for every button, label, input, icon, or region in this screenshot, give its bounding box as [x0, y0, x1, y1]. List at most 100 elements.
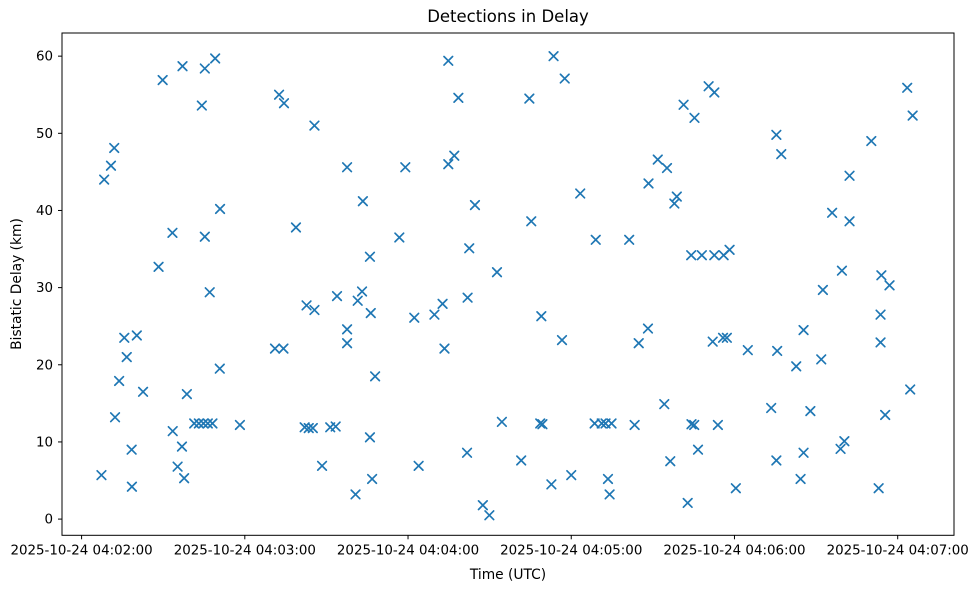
- data-point: [443, 55, 454, 66]
- data-point: [546, 479, 557, 490]
- data-point: [357, 196, 369, 207]
- data-point: [167, 227, 178, 238]
- data-point: [742, 344, 753, 356]
- data-point: [537, 419, 548, 430]
- data-point: [884, 280, 895, 291]
- data-point: [875, 337, 886, 348]
- data-point: [712, 419, 724, 431]
- data-point: [606, 418, 617, 429]
- data-point: [535, 418, 546, 429]
- data-point: [137, 386, 149, 397]
- data-point: [119, 332, 130, 343]
- data-point: [309, 304, 320, 316]
- data-point: [469, 199, 481, 211]
- data-point: [902, 82, 913, 93]
- data-point: [429, 309, 440, 320]
- data-point: [798, 447, 809, 458]
- data-point: [214, 203, 226, 215]
- data-point: [484, 510, 495, 521]
- data-point: [905, 384, 916, 395]
- data-point: [439, 343, 450, 354]
- data-point: [689, 112, 700, 124]
- data-point: [176, 441, 188, 452]
- data-point: [771, 129, 782, 140]
- data-point: [352, 295, 363, 306]
- data-point: [462, 292, 473, 303]
- data-point: [721, 332, 733, 343]
- data-point: [524, 93, 535, 104]
- y-tick-label: 50: [36, 127, 53, 142]
- data-point: [669, 198, 680, 209]
- data-point: [590, 234, 601, 245]
- data-point: [516, 455, 527, 466]
- data-point: [652, 154, 663, 165]
- data-point: [413, 460, 424, 472]
- y-tick-label: 0: [44, 513, 53, 528]
- data-point: [364, 251, 376, 262]
- data-point: [121, 351, 132, 363]
- data-point: [766, 402, 777, 414]
- data-point: [566, 469, 577, 481]
- data-point: [661, 162, 673, 174]
- data-point: [198, 418, 209, 429]
- data-point: [409, 312, 420, 323]
- data-point: [269, 343, 281, 354]
- data-point: [105, 160, 117, 171]
- data-point: [109, 412, 121, 423]
- data-point: [907, 110, 918, 121]
- y-tick-label: 30: [36, 281, 53, 296]
- data-point: [671, 191, 682, 202]
- data-point: [214, 363, 225, 374]
- x-tick-label: 2025-10-24 04:04:00: [337, 543, 479, 558]
- x-tick-label: 2025-10-24 04:05:00: [500, 543, 642, 558]
- data-point: [496, 416, 508, 428]
- data-point: [772, 345, 783, 357]
- data-point: [330, 421, 341, 432]
- data-point: [643, 178, 654, 189]
- data-point: [633, 338, 644, 349]
- data-point: [167, 425, 178, 437]
- data-point: [290, 222, 302, 233]
- data-point: [709, 87, 720, 98]
- data-point: [536, 311, 547, 322]
- data-point: [199, 63, 210, 74]
- data-point: [350, 489, 361, 500]
- data-point: [443, 159, 454, 170]
- data-point: [193, 418, 204, 429]
- data-point: [278, 343, 289, 354]
- data-point: [210, 53, 221, 64]
- data-point: [303, 422, 314, 434]
- data-point: [369, 371, 381, 382]
- data-point: [791, 361, 802, 372]
- chart-title: Detections in Delay: [427, 7, 589, 26]
- data-point: [686, 419, 697, 430]
- data-point: [798, 324, 809, 336]
- data-point: [341, 324, 353, 335]
- x-tick-label: 2025-10-24 04:03:00: [174, 543, 316, 558]
- data-point: [178, 473, 190, 484]
- y-tick-label: 10: [36, 435, 53, 450]
- data-point: [826, 207, 838, 218]
- data-point: [526, 216, 537, 227]
- data-point: [461, 447, 473, 458]
- y-tick-label: 20: [36, 358, 53, 373]
- plot-area: [61, 32, 955, 536]
- data-point: [689, 419, 700, 431]
- data-points: [96, 50, 918, 521]
- data-point: [629, 419, 640, 431]
- data-point: [177, 61, 188, 72]
- data-point: [126, 444, 137, 455]
- x-tick-label: 2025-10-24 04:02:00: [10, 543, 152, 558]
- data-point: [207, 418, 218, 429]
- y-tick-label: 60: [36, 50, 53, 65]
- data-point: [805, 405, 816, 417]
- data-point: [659, 398, 670, 410]
- data-point: [453, 92, 464, 103]
- data-point: [771, 455, 782, 466]
- data-point: [364, 432, 376, 443]
- data-point: [464, 243, 475, 254]
- data-point: [309, 120, 320, 131]
- data-point: [686, 250, 697, 261]
- data-point: [596, 418, 607, 429]
- data-point: [365, 307, 376, 319]
